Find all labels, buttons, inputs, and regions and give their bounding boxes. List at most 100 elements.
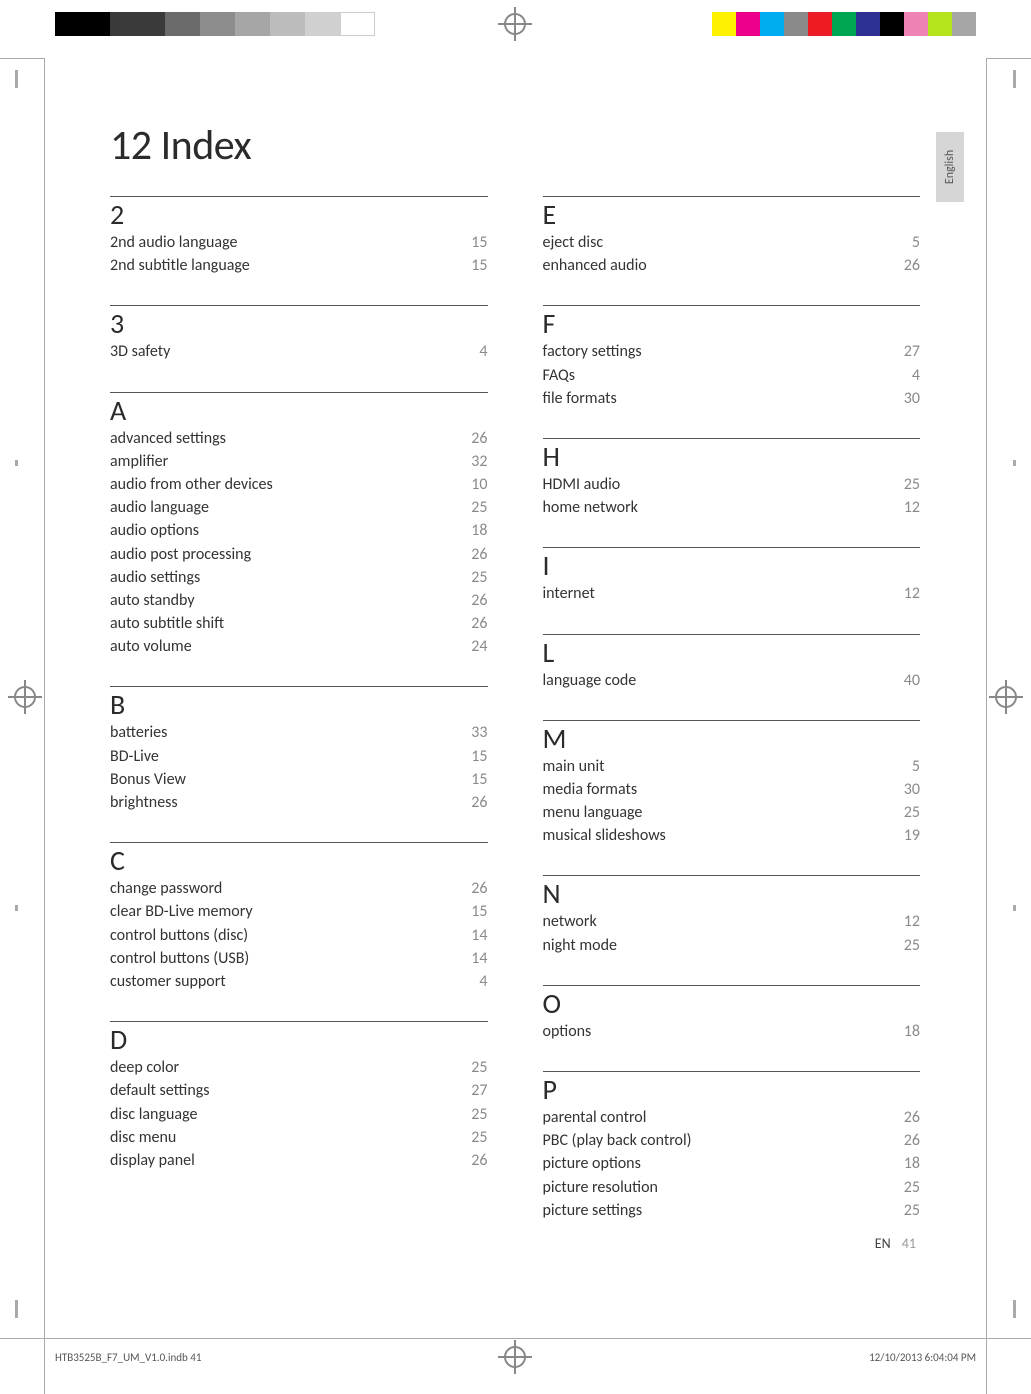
entry-page: 5 (912, 755, 920, 778)
index-entry: clear BD-Live memory15 (110, 900, 488, 923)
swatch (952, 12, 976, 36)
entry-term: auto subtitle shift (110, 612, 224, 635)
footer-timestamp: 12/10/2013 6:04:04 PM (869, 1351, 976, 1364)
index-entry: file formats30 (543, 387, 921, 410)
entry-term: picture resolution (543, 1176, 658, 1199)
colorbar-right (712, 12, 976, 36)
entry-term: disc language (110, 1103, 197, 1126)
entry-term: factory settings (543, 340, 642, 363)
index-entry: Bonus View15 (110, 768, 488, 791)
index-entry: home network12 (543, 496, 921, 519)
entry-page: 15 (471, 768, 487, 791)
crop-line (44, 1339, 45, 1394)
swatch (340, 12, 375, 36)
index-entry: audio language25 (110, 496, 488, 519)
index-group: Ddeep color25default settings27disc lang… (110, 1021, 488, 1172)
registration-mark (498, 1340, 532, 1374)
group-letter: E (543, 201, 921, 229)
group-letter: O (543, 990, 921, 1018)
crop-line (44, 1338, 987, 1339)
entry-term: customer support (110, 970, 226, 993)
index-entry: options18 (543, 1020, 921, 1043)
group-rule (110, 1021, 488, 1022)
group-rule (543, 1071, 921, 1072)
index-entry: FAQs4 (543, 364, 921, 387)
index-entry: display panel 26 (110, 1149, 488, 1172)
crop-line (986, 1339, 987, 1394)
entry-term: batteries (110, 721, 167, 744)
entry-page: 26 (471, 427, 487, 450)
index-column-left: 22nd audio language152nd subtitle langua… (110, 196, 488, 1250)
index-entry: media formats30 (543, 778, 921, 801)
entry-page: 25 (904, 934, 920, 957)
entry-page: 26 (471, 877, 487, 900)
entry-term: main unit (543, 755, 605, 778)
entry-page: 19 (904, 824, 920, 847)
swatch (165, 12, 200, 36)
entry-page: 26 (904, 1129, 920, 1152)
group-rule (110, 686, 488, 687)
index-group: Ooptions18 (543, 985, 921, 1043)
entry-page: 25 (471, 566, 487, 589)
entry-term: 2nd subtitle language (110, 254, 250, 277)
index-group: 33D safety4 (110, 305, 488, 363)
entry-page: 26 (471, 791, 487, 814)
entry-page: 26 (904, 254, 920, 277)
entry-term: default settings (110, 1079, 210, 1102)
entry-page: 12 (904, 582, 920, 605)
swatch (270, 12, 305, 36)
index-entry: audio settings 25 (110, 566, 488, 589)
index-entry: 2nd audio language15 (110, 231, 488, 254)
swatch (904, 12, 928, 36)
entry-term: picture settings (543, 1199, 643, 1222)
entry-page: 10 (471, 473, 487, 496)
spine-mark (1013, 70, 1016, 88)
index-entry: language code40 (543, 669, 921, 692)
crop-line (0, 1338, 45, 1339)
swatch (832, 12, 856, 36)
registration-mark (8, 680, 42, 714)
entry-page: 15 (471, 231, 487, 254)
entry-page: 26 (471, 1149, 487, 1172)
entry-page: 15 (471, 900, 487, 923)
entry-term: media formats (543, 778, 638, 801)
registration-mark (498, 7, 532, 41)
index-entry: PBC (play back control) 26 (543, 1129, 921, 1152)
swatch (808, 12, 832, 36)
entry-page: 14 (471, 947, 487, 970)
crop-line (986, 1338, 1031, 1339)
entry-term: display panel (110, 1149, 195, 1172)
entry-page: 4 (479, 340, 487, 363)
entry-term: audio settings (110, 566, 200, 589)
entry-term: night mode (543, 934, 617, 957)
entry-term: deep color (110, 1056, 179, 1079)
entry-page: 25 (471, 1056, 487, 1079)
entry-term: disc menu (110, 1126, 176, 1149)
entry-term: auto standby (110, 589, 195, 612)
entry-term: PBC (play back control) (543, 1129, 692, 1152)
colorbar-left (55, 12, 375, 36)
group-letter: L (543, 639, 921, 667)
footer-page: EN 41 (875, 1235, 916, 1252)
index-group: Aadvanced settings26amplifier32audio fro… (110, 392, 488, 659)
spine-mark (15, 460, 18, 466)
index-entry: network12 (543, 910, 921, 933)
index-entry: auto standby26 (110, 589, 488, 612)
spine-mark (1013, 460, 1016, 466)
index-group: Ffactory settings27FAQs4file formats30 (543, 305, 921, 410)
entry-term: amplifier (110, 450, 168, 473)
index-column-right: Eeject disc5enhanced audio26Ffactory set… (543, 196, 921, 1250)
group-rule (543, 720, 921, 721)
entry-page: 32 (471, 450, 487, 473)
index-entry: musical slideshows19 (543, 824, 921, 847)
index-entry: audio from other devices10 (110, 473, 488, 496)
index-group: Cchange password26clear BD-Live memory15… (110, 842, 488, 993)
swatch (110, 12, 165, 36)
index-group: HHDMI audio25home network12 (543, 438, 921, 519)
index-entry: picture options18 (543, 1152, 921, 1175)
index-entry: change password26 (110, 877, 488, 900)
entry-term: audio post processing (110, 543, 251, 566)
index-entry: parental control26 (543, 1106, 921, 1129)
entry-page: 27 (471, 1079, 487, 1102)
page-content: 12 Index 22nd audio language152nd subtit… (110, 120, 920, 1250)
